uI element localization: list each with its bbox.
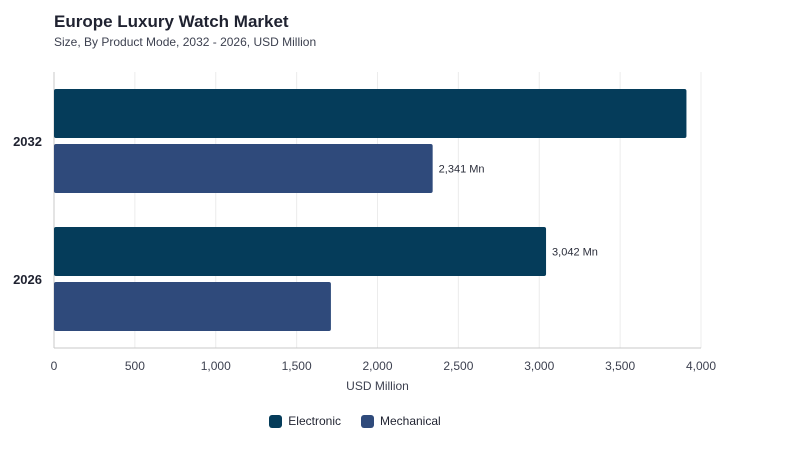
- y-category-label-2032: 2032: [13, 134, 42, 149]
- data-label-electronic-2026: 3,042 Mn: [552, 247, 598, 259]
- bar-mechanical-2032: [54, 144, 433, 193]
- chart-legend: Electronic Mechanical: [0, 414, 710, 428]
- bar-electronic-2026: [54, 227, 547, 276]
- legend-label-mechanical: Mechanical: [379, 414, 441, 428]
- y-category-label-2026: 2026: [13, 272, 42, 287]
- x-tick-label-7: 3,500: [605, 359, 635, 373]
- x-tick-label-3: 1,500: [282, 359, 312, 373]
- chart-title: Europe Luxury Watch Market: [54, 12, 289, 31]
- x-axis-title: USD Million: [346, 379, 409, 393]
- data-label-mechanical-2032: 2,341 Mn: [439, 164, 485, 176]
- x-tick-label-5: 2,500: [443, 359, 473, 373]
- legend-swatch-electronic: [269, 414, 283, 428]
- legend-label-electronic: Electronic: [288, 414, 341, 428]
- bar-mechanical-2026: [54, 282, 331, 331]
- x-tick-label-2: 1,000: [201, 359, 231, 373]
- legend-swatch-mechanical: [360, 414, 374, 428]
- x-tick-label-4: 2,000: [362, 359, 392, 373]
- legend-item-mechanical[interactable]: Mechanical: [360, 414, 441, 428]
- bar-electronic-2032: [54, 89, 687, 138]
- x-tick-label-1: 500: [125, 359, 145, 373]
- legend-item-electronic[interactable]: Electronic: [269, 414, 341, 428]
- x-tick-label-0: 0: [51, 359, 58, 373]
- x-tick-label-8: 4,000: [686, 359, 716, 373]
- x-tick-label-6: 3,000: [524, 359, 554, 373]
- chart-subtitle: Size, By Product Mode, 2032 - 2026, USD …: [54, 35, 317, 49]
